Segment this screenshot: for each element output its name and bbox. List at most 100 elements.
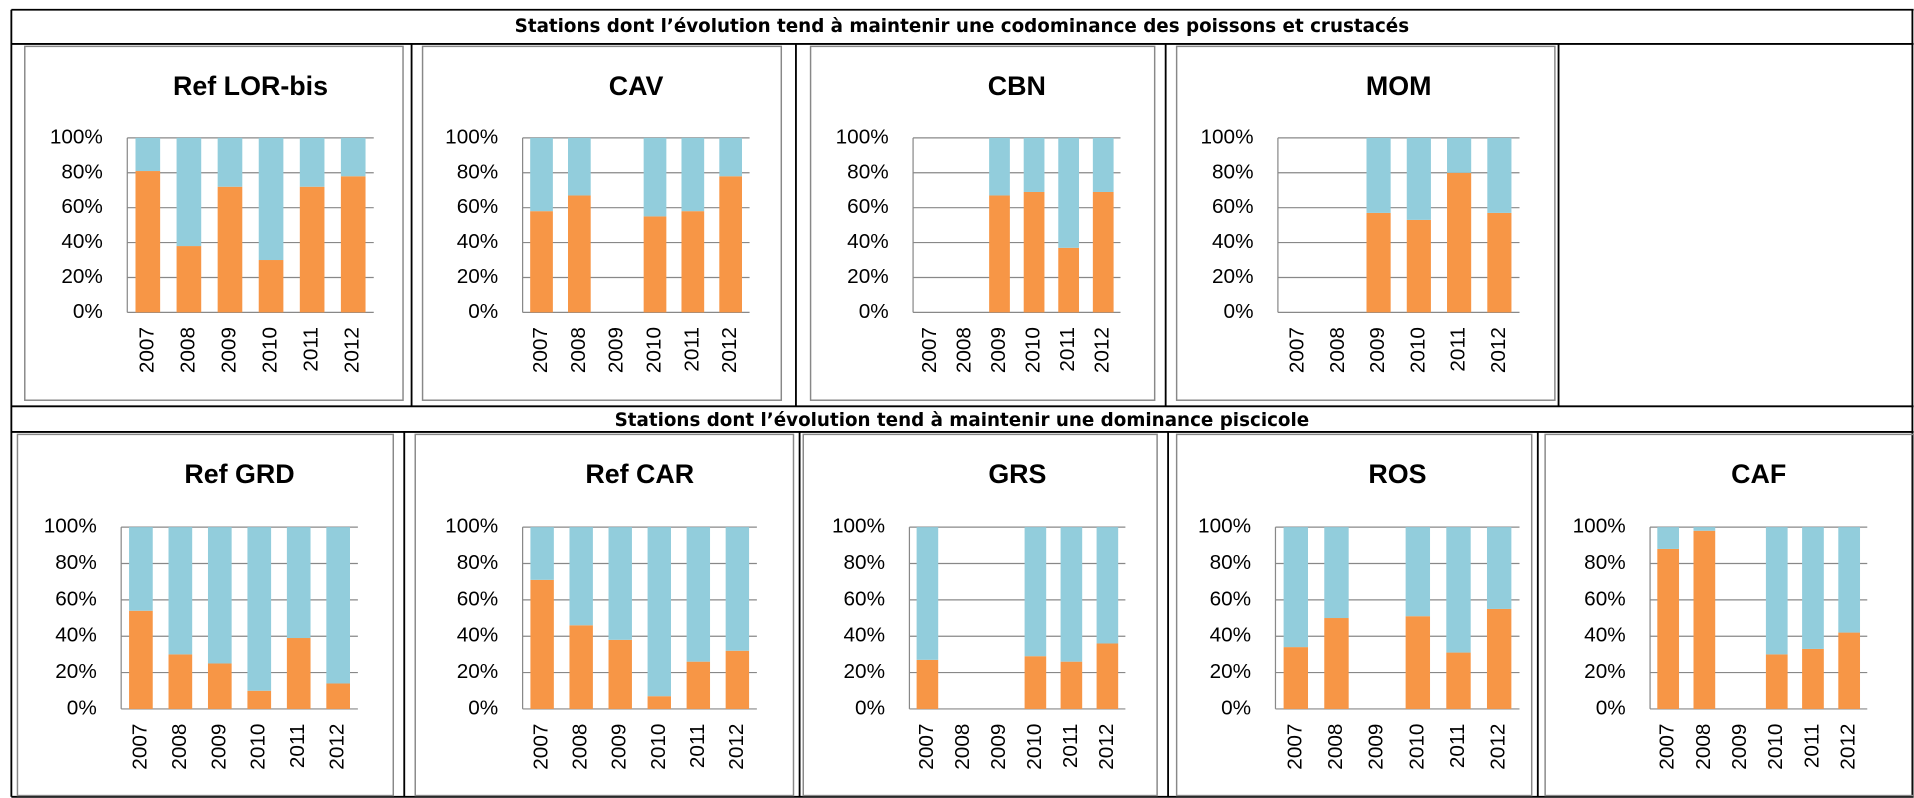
- bar-segment: [1324, 527, 1349, 619]
- bar-segment: [1024, 527, 1047, 657]
- table-borders: [10, 8, 1914, 798]
- x-tick-label: 2007: [529, 327, 552, 373]
- y-tick-label: 40%: [844, 624, 886, 647]
- bar-segment: [326, 683, 350, 709]
- x-tick-label: 2010: [647, 724, 670, 770]
- bar-segment: [1092, 137, 1114, 192]
- bar-segment: [1802, 527, 1824, 649]
- bar-segment: [1092, 191, 1114, 313]
- bar-segment: [1765, 527, 1788, 655]
- x-tick-label: 2008: [1692, 724, 1715, 770]
- chart-frame: [1175, 45, 1556, 401]
- bar-segment: [1023, 137, 1045, 192]
- bar-segment: [1023, 191, 1045, 313]
- bar-segment: [916, 659, 939, 709]
- bar-segment: [299, 137, 325, 187]
- bar-segment: [247, 690, 272, 709]
- bar-segment: [1058, 247, 1080, 313]
- bar-segment: [135, 137, 161, 172]
- y-tick-label: 40%: [1212, 230, 1253, 253]
- bar-segment: [129, 527, 153, 611]
- chart-frame: [1175, 433, 1533, 797]
- y-tick-label: 40%: [1584, 624, 1626, 647]
- bar-segment: [176, 137, 202, 247]
- x-tick-label: 2009: [605, 327, 628, 373]
- x-tick-label: 2012: [1091, 327, 1114, 373]
- y-tick-label: 0%: [1221, 696, 1251, 719]
- bar-segment: [168, 654, 193, 709]
- bar-segment: [1838, 527, 1861, 633]
- bar-segment: [1487, 212, 1512, 313]
- bar-segment: [1058, 137, 1080, 248]
- x-tick-label: 2009: [217, 327, 240, 373]
- bar-segment: [340, 176, 366, 313]
- x-tick-label: 2009: [608, 724, 631, 770]
- x-tick-label: 2007: [530, 724, 553, 770]
- bar-segment: [725, 527, 750, 651]
- y-tick-label: 0%: [468, 300, 498, 323]
- bar-segment: [1283, 647, 1309, 709]
- y-tick-label: 0%: [859, 300, 889, 323]
- x-tick-label: 2008: [951, 724, 974, 770]
- x-tick-label: 2009: [1366, 327, 1389, 373]
- bar-segment: [681, 211, 705, 313]
- y-tick-label: 40%: [847, 230, 889, 253]
- bar-segment: [1096, 527, 1119, 644]
- chart-title: CBN: [988, 71, 1046, 101]
- bar-segment: [207, 663, 232, 709]
- x-tick-label: 2011: [1800, 724, 1823, 769]
- section-title: Stations dont l’évolution tend à mainten…: [515, 16, 1410, 37]
- bar-segment: [299, 186, 325, 313]
- y-tick-label: 20%: [55, 660, 96, 683]
- y-tick-label: 100%: [1198, 515, 1251, 538]
- x-tick-label: 2010: [1406, 327, 1429, 373]
- bar-segment: [217, 137, 243, 187]
- y-tick-label: 40%: [457, 624, 498, 647]
- bar-segment: [530, 211, 553, 313]
- bar-segment: [989, 195, 1010, 313]
- x-tick-label: 2007: [128, 724, 151, 770]
- x-tick-label: 2009: [1728, 724, 1751, 770]
- bar-segment: [1657, 527, 1680, 549]
- chart-title: CAF: [1731, 459, 1786, 489]
- y-tick-label: 80%: [844, 551, 886, 574]
- bar-segment: [1406, 219, 1431, 313]
- y-tick-label: 0%: [855, 696, 885, 719]
- bar-segment: [530, 137, 553, 212]
- y-tick-label: 80%: [1584, 551, 1626, 574]
- y-tick-label: 20%: [457, 265, 498, 288]
- bar-segment: [1838, 632, 1861, 709]
- bar-segment: [258, 137, 284, 261]
- bar-segment: [719, 137, 743, 177]
- y-tick-label: 60%: [1584, 587, 1626, 610]
- bar-segment: [1447, 172, 1472, 313]
- x-tick-label: 2007: [135, 327, 158, 373]
- x-tick-label: 2008: [168, 724, 191, 770]
- x-tick-label: 2008: [952, 327, 975, 373]
- bar-segment: [989, 137, 1010, 196]
- chart-frame: [414, 433, 795, 797]
- x-tick-label: 2007: [918, 327, 941, 373]
- bar-segment: [530, 527, 554, 580]
- y-tick-label: 40%: [1210, 624, 1252, 647]
- bar-segment: [1446, 652, 1471, 709]
- bar-segment: [647, 696, 671, 709]
- bar-segment: [647, 527, 671, 697]
- x-tick-label: 2010: [247, 724, 270, 770]
- x-tick-label: 2012: [326, 724, 349, 770]
- section-title: Stations dont l’évolution tend à mainten…: [615, 410, 1310, 431]
- x-tick-label: 2008: [1326, 327, 1349, 373]
- y-tick-label: 60%: [457, 587, 498, 610]
- x-tick-label: 2009: [987, 327, 1010, 373]
- bar-segment: [686, 661, 711, 709]
- bar-segment: [1657, 548, 1680, 709]
- x-tick-label: 2007: [1283, 724, 1306, 770]
- x-tick-label: 2009: [987, 724, 1010, 770]
- y-tick-label: 60%: [847, 195, 889, 218]
- bar-segment: [1366, 212, 1391, 313]
- x-tick-label: 2012: [725, 724, 748, 770]
- x-tick-label: 2009: [207, 724, 230, 770]
- chart-frame: [802, 433, 1158, 797]
- bar-segment: [1024, 656, 1047, 709]
